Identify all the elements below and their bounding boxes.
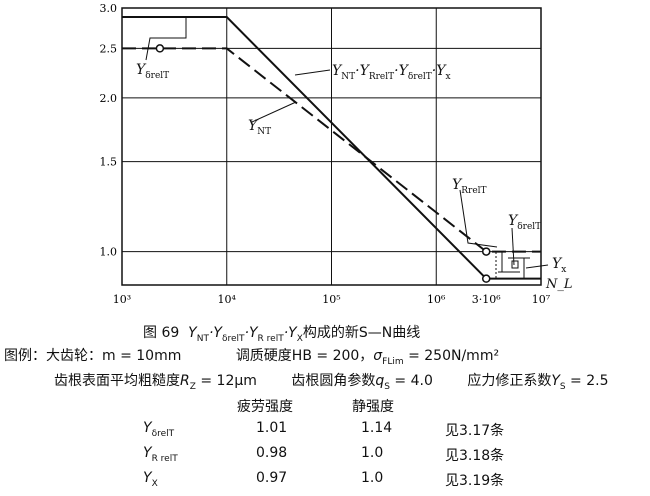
annotation-product: YNT·YRrelT·YδrelT·Yx: [332, 63, 451, 82]
annotation-y-x: Yx: [552, 256, 567, 275]
annotation-leaders: [145, 17, 549, 279]
header-fatigue: 疲劳强度: [237, 399, 293, 415]
cell-static: 1.14: [361, 420, 393, 436]
curve-marker: [481, 274, 491, 283]
y-tick-label: 3.0: [100, 2, 118, 15]
table-row: YδrelT: [143, 420, 175, 439]
table-row: YR relT: [143, 445, 178, 464]
grid: [121, 7, 542, 286]
cell-fatigue: 0.97: [256, 470, 288, 486]
annotation-y-delta-relt: YδrelT: [136, 62, 170, 81]
x-tick-label: 10³: [113, 293, 131, 306]
y-tick-label: 1.0: [100, 246, 118, 259]
annotation-y-delta-relt-2: YδrelT: [508, 213, 542, 232]
x-tick-label: 10⁷: [532, 293, 551, 306]
y-tick-label: 2.5: [100, 42, 118, 55]
legend-line-1: 图例：大齿轮：m = 10mm 调质硬度HB = 200，σFLim = 250…: [4, 348, 500, 367]
annotation-y-r-relt: YRrelT: [452, 177, 487, 196]
header-static: 静强度: [352, 399, 394, 415]
y-tick-label: 1.5: [100, 156, 118, 169]
x-tick-label: 3·10⁶: [472, 293, 501, 306]
annotation-y-nt: YNT: [248, 118, 272, 137]
x-axis-label: N_L: [546, 277, 573, 292]
cell-static: 1.0: [361, 470, 384, 486]
tick-labels: 10³ 10⁴ 10⁵ 10⁶ 3·10⁶ 10⁷ 3.0 2.5 2.0 1.5 1.0: [100, 2, 551, 306]
cell-fatigue: 1.01: [256, 420, 288, 436]
cell-ref: 见3.19条: [445, 473, 505, 489]
x-tick-label: 10⁶: [427, 293, 446, 306]
cell-ref: 见3.17条: [445, 423, 505, 439]
legend-line-2: 齿根表面平均粗糙度RZ = 12μm 齿根圆角参数qS = 4.0 应力修正系数…: [54, 373, 609, 392]
y-tick-label: 2.0: [100, 92, 118, 105]
figure-caption: 图 69 YNT·YδrelT·YR relT·YX构成的新S—N曲线: [143, 325, 421, 344]
sn-curve-chart: 10³ 10⁴ 10⁵ 10⁶ 3·10⁶ 10⁷ 3.0 2.5 2.0 1.5 1.0: [100, 2, 551, 306]
product-curve-line: [122, 16, 541, 280]
cell-static: 1.0: [361, 445, 384, 461]
x-tick-label: 10⁴: [218, 293, 237, 306]
x-tick-label: 10⁵: [322, 293, 340, 306]
curve-marker: [481, 247, 491, 256]
curve-marker: [155, 44, 165, 53]
cell-fatigue: 0.98: [256, 445, 288, 461]
cell-ref: 见3.18条: [445, 448, 505, 464]
table-row: YX: [143, 470, 158, 489]
